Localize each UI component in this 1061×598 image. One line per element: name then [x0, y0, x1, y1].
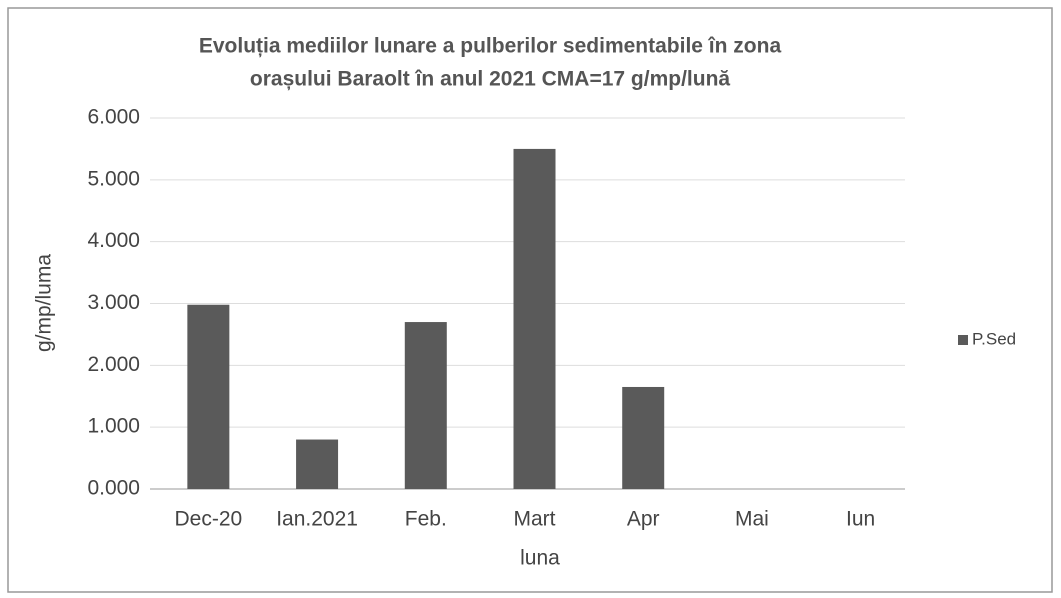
x-axis-label: luna [520, 547, 560, 570]
legend-swatch [958, 335, 968, 345]
x-tick-label: Apr [627, 508, 660, 531]
x-tick-label: Dec-20 [175, 508, 243, 531]
legend-label: P.Sed [972, 329, 1016, 348]
y-tick-label: 2.000 [87, 353, 140, 376]
bar [187, 304, 230, 489]
y-tick-label: 0.000 [87, 477, 140, 500]
chart-title: orașului Baraolt în anul 2021 CMA=17 g/m… [250, 68, 731, 91]
y-tick-label: 3.000 [87, 291, 140, 314]
y-tick-label: 1.000 [87, 415, 140, 438]
bar [513, 148, 556, 489]
x-tick-label: Feb. [405, 508, 447, 531]
x-tick-label: Iun [846, 508, 875, 531]
bar [404, 322, 447, 489]
y-tick-label: 5.000 [87, 167, 140, 190]
y-axis-label: g/mp/luma [33, 254, 56, 352]
chart-title: Evoluția mediilor lunare a pulberilor se… [199, 35, 782, 58]
bar [296, 439, 339, 489]
y-tick-label: 4.000 [87, 229, 140, 252]
bar [622, 386, 665, 489]
x-tick-label: Mart [514, 508, 556, 531]
x-tick-label: Ian.2021 [276, 508, 358, 531]
x-tick-label: Mai [735, 508, 769, 531]
y-tick-label: 6.000 [87, 106, 140, 129]
